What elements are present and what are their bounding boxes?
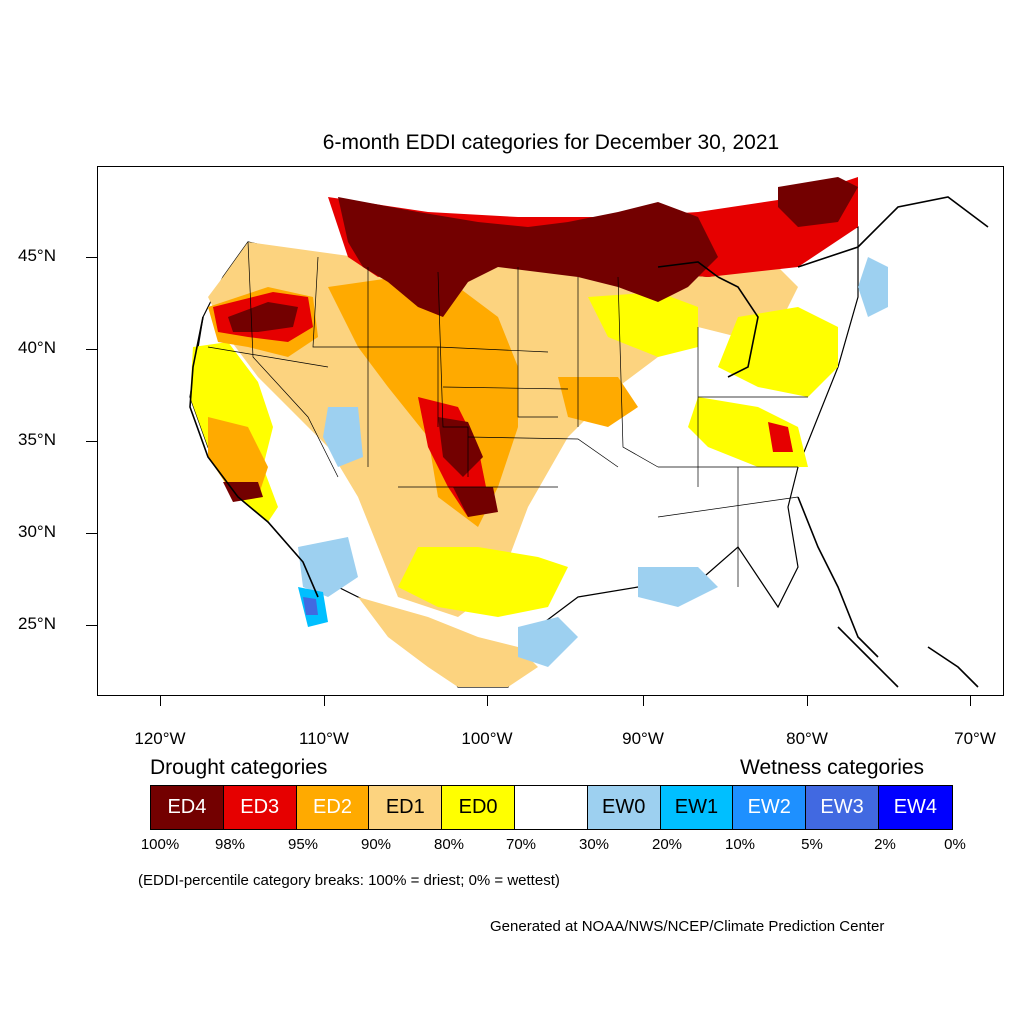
credit-line: Generated at NOAA/NWS/NCEP/Climate Predi… bbox=[490, 918, 885, 935]
region-ed0-great-lakes bbox=[588, 292, 698, 357]
lat-tick bbox=[86, 257, 97, 258]
lon-label-90w: 90°W bbox=[622, 729, 664, 748]
region-ed3-virginia bbox=[768, 422, 793, 452]
coastlines bbox=[189, 196, 989, 688]
lon-label-70w: 70°W bbox=[954, 729, 996, 748]
lat-label-25n: 25°N bbox=[18, 614, 56, 633]
region-ed4-northeast bbox=[778, 177, 858, 227]
category-note: (EDDI-percentile category breaks: 100% =… bbox=[138, 872, 560, 889]
legend-ed4: ED4 bbox=[151, 786, 224, 829]
region-ew0-northeast bbox=[858, 257, 888, 317]
drought-heading: Drought categories bbox=[150, 756, 328, 779]
pct-label: 20% bbox=[651, 836, 683, 853]
legend-ew1: EW1 bbox=[660, 786, 734, 829]
legend-ed1: ED1 bbox=[369, 786, 443, 829]
region-ed4-north bbox=[338, 197, 718, 317]
lon-label-100w: 100°W bbox=[461, 729, 513, 748]
region-ew0-utah bbox=[323, 407, 363, 467]
legend-ed0: ED0 bbox=[442, 786, 515, 829]
pct-label: 80% bbox=[433, 836, 465, 853]
category-legend: ED4 ED3 ED2 ED1 ED0 EW0 EW1 EW2 EW3 EW4 bbox=[150, 785, 953, 830]
region-ed0-northeast bbox=[718, 307, 838, 397]
lon-tick bbox=[160, 696, 161, 706]
lon-label-110w: 110°W bbox=[299, 729, 349, 748]
lat-label-40n: 40°N bbox=[18, 338, 56, 357]
pct-label: 95% bbox=[287, 836, 319, 853]
legend-ew0: EW0 bbox=[587, 786, 661, 829]
region-ed4-plains bbox=[438, 417, 483, 477]
region-ed0-texas bbox=[398, 547, 568, 617]
region-ew0-gulf bbox=[518, 617, 578, 667]
pct-label: 70% bbox=[505, 836, 537, 853]
lon-tick bbox=[643, 696, 644, 706]
region-ed1-southwest bbox=[358, 597, 538, 687]
map-frame bbox=[97, 166, 1004, 696]
pct-label: 0% bbox=[944, 836, 966, 853]
lon-tick bbox=[487, 696, 488, 706]
legend-ew2: EW2 bbox=[733, 786, 807, 829]
wetness-heading: Wetness categories bbox=[740, 756, 925, 779]
pct-label: 98% bbox=[214, 836, 246, 853]
lon-label-120w: 120°W bbox=[134, 729, 186, 748]
legend-ew3: EW3 bbox=[806, 786, 879, 829]
lon-tick bbox=[807, 696, 808, 706]
lat-label-35n: 35°N bbox=[18, 430, 56, 449]
pct-label: 30% bbox=[578, 836, 610, 853]
region-ed4-texas bbox=[453, 487, 498, 517]
lon-label-80w: 80°W bbox=[786, 729, 828, 748]
legend-ed2: ED2 bbox=[296, 786, 370, 829]
pct-label: 2% bbox=[874, 836, 896, 853]
lat-tick bbox=[86, 441, 97, 442]
lon-tick bbox=[324, 696, 325, 706]
map-title: 6-month EDDI categories for December 30,… bbox=[322, 131, 780, 154]
region-ew0-southwest bbox=[298, 537, 358, 597]
region-ew0-south bbox=[638, 567, 718, 607]
pct-label: 90% bbox=[360, 836, 392, 853]
lat-label-45n: 45°N bbox=[18, 246, 56, 265]
region-ed4-california bbox=[223, 482, 263, 502]
state-boundaries bbox=[207, 241, 808, 587]
lon-tick bbox=[970, 696, 971, 706]
lat-tick bbox=[86, 625, 97, 626]
eddi-map bbox=[189, 177, 989, 688]
lat-tick bbox=[86, 349, 97, 350]
pct-label: 100% bbox=[140, 836, 180, 853]
region-ed4-oregon bbox=[228, 302, 298, 332]
lat-tick bbox=[86, 533, 97, 534]
pct-label: 5% bbox=[801, 836, 823, 853]
legend-neutral bbox=[514, 786, 588, 829]
lat-label-30n: 30°N bbox=[18, 522, 56, 541]
pct-label: 10% bbox=[724, 836, 756, 853]
region-ew3-baja bbox=[303, 597, 318, 615]
legend-ew4: EW4 bbox=[878, 786, 952, 829]
legend-ed3: ED3 bbox=[223, 786, 297, 829]
